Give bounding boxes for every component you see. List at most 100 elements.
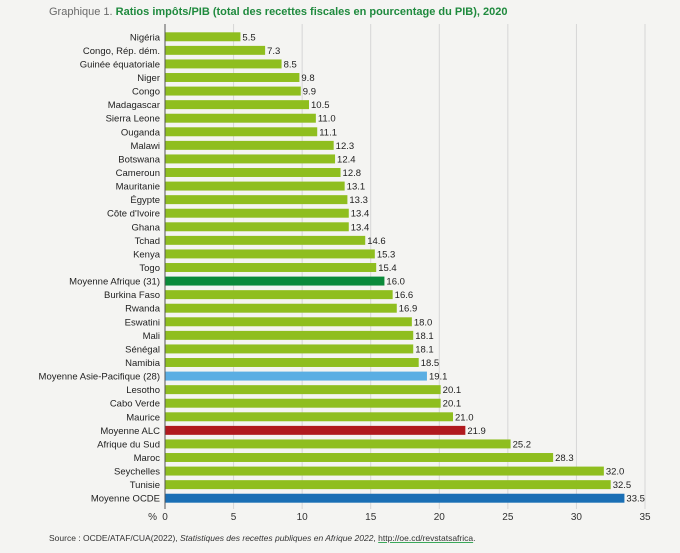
- bar: [165, 32, 241, 42]
- value-label: 15.4: [378, 263, 397, 274]
- source-prefix: Source : OCDE/ATAF/CUA(2022),: [49, 533, 180, 543]
- bar: [165, 86, 301, 96]
- bar: [165, 317, 412, 327]
- category-label: Moyenne Asie-Pacifique (28): [39, 372, 160, 383]
- category-label: Ghana: [131, 222, 160, 233]
- bar: [165, 195, 348, 205]
- value-label: 9.8: [301, 73, 314, 84]
- bar: [165, 358, 419, 367]
- bars: [165, 32, 625, 503]
- bar: [165, 127, 318, 137]
- category-label: Maroc: [134, 453, 161, 464]
- source-note: Source : OCDE/ATAF/CUA(2022), Statistiqu…: [49, 533, 476, 543]
- category-label: Burkina Faso: [104, 290, 160, 301]
- source-link[interactable]: http://oe.cd/revstatsafrica: [378, 533, 474, 543]
- bar: [165, 453, 554, 462]
- value-label: 5.5: [242, 32, 255, 43]
- value-label: 7.3: [267, 46, 280, 57]
- bar: [165, 249, 375, 259]
- value-label: 16.6: [395, 290, 414, 301]
- category-label: Égypte: [130, 195, 160, 206]
- category-label: Mauritanie: [116, 182, 160, 193]
- chart-title-main: Ratios impôts/PIB (total des recettes fi…: [115, 6, 508, 18]
- bar: [165, 113, 316, 123]
- value-label: 21.0: [455, 412, 474, 423]
- bar: [165, 140, 334, 150]
- value-label: 20.1: [443, 385, 462, 396]
- category-label: Nigéria: [130, 32, 161, 43]
- value-label: 13.4: [351, 209, 370, 220]
- value-label: 16.9: [399, 304, 418, 315]
- value-label: 15.3: [377, 249, 396, 260]
- value-label: 25.2: [513, 439, 532, 450]
- bar: [165, 208, 349, 218]
- bar: [165, 235, 366, 245]
- x-tick-label: 35: [639, 512, 651, 523]
- value-label: 12.8: [343, 168, 362, 179]
- value-label: 9.9: [303, 87, 316, 98]
- category-label: Tchad: [135, 236, 160, 247]
- bar: [165, 385, 441, 395]
- value-label: 21.9: [467, 426, 486, 437]
- source-suffix: .: [473, 533, 476, 543]
- bar: [165, 73, 300, 82]
- x-axis-unit-label: %: [148, 512, 157, 523]
- category-label: Tunisie: [130, 480, 160, 491]
- category-label: Guinée équatoriale: [80, 59, 160, 70]
- category-label: Moyenne Afrique (31): [69, 277, 160, 288]
- bar: [165, 330, 414, 340]
- category-label: Maurice: [126, 412, 160, 423]
- value-label: 18.5: [421, 358, 440, 369]
- category-label: Mali: [143, 331, 160, 342]
- category-label: Botswana: [118, 154, 160, 165]
- category-label: Congo: [132, 87, 160, 98]
- value-label: 11.1: [319, 127, 337, 138]
- value-label: 12.4: [337, 154, 356, 165]
- source-separator: ,: [373, 533, 379, 543]
- x-tick-label: 10: [297, 512, 309, 523]
- x-tick-label: 20: [434, 512, 446, 523]
- category-label: Rwanda: [125, 304, 161, 315]
- bar: [165, 290, 393, 300]
- value-label: 14.6: [367, 236, 386, 247]
- bar: [165, 480, 611, 490]
- bar: [165, 412, 453, 422]
- bar: [165, 59, 282, 69]
- category-label: Niger: [137, 73, 160, 84]
- bar: [165, 263, 377, 272]
- x-tick-label: 15: [365, 512, 377, 523]
- bar: [165, 344, 414, 354]
- value-label: 8.5: [284, 59, 297, 70]
- x-tick-label: 30: [571, 512, 583, 523]
- x-tick-label: 25: [502, 512, 514, 523]
- category-labels: Nigéria Congo, Rép. dém. Guinée équatorial…: [39, 32, 161, 504]
- source-publication: Statistiques des recettes publiques en A…: [180, 533, 374, 543]
- bar: [165, 222, 349, 232]
- bar: [165, 439, 511, 449]
- value-label: 12.3: [336, 141, 355, 152]
- category-label: Côte d'Ivoire: [107, 209, 160, 220]
- category-label: Namibia: [125, 358, 161, 369]
- bar: [165, 303, 397, 313]
- bar: [165, 425, 466, 435]
- chart-title: Graphique 1. Ratios impôts/PIB (total de…: [49, 6, 508, 18]
- bar: [165, 276, 385, 286]
- value-label: 13.1: [347, 182, 366, 193]
- category-label: Ouganda: [121, 127, 161, 138]
- bar: [165, 154, 336, 164]
- category-label: Togo: [139, 263, 160, 274]
- value-label: 18.1: [415, 344, 434, 355]
- category-label: Afrique du Sud: [97, 439, 160, 450]
- bar: [165, 371, 427, 381]
- category-label: Moyenne ALC: [100, 426, 160, 437]
- bar: [165, 398, 441, 408]
- category-label: Kenya: [133, 249, 161, 260]
- bar: [165, 466, 604, 476]
- x-tick-label: 0: [162, 512, 168, 523]
- value-label: 33.5: [626, 494, 645, 505]
- value-label: 20.1: [443, 399, 462, 410]
- value-label: 13.3: [349, 195, 368, 206]
- value-label: 28.3: [555, 453, 574, 464]
- category-label: Cameroun: [116, 168, 160, 179]
- category-label: Congo, Rép. dém.: [83, 46, 160, 57]
